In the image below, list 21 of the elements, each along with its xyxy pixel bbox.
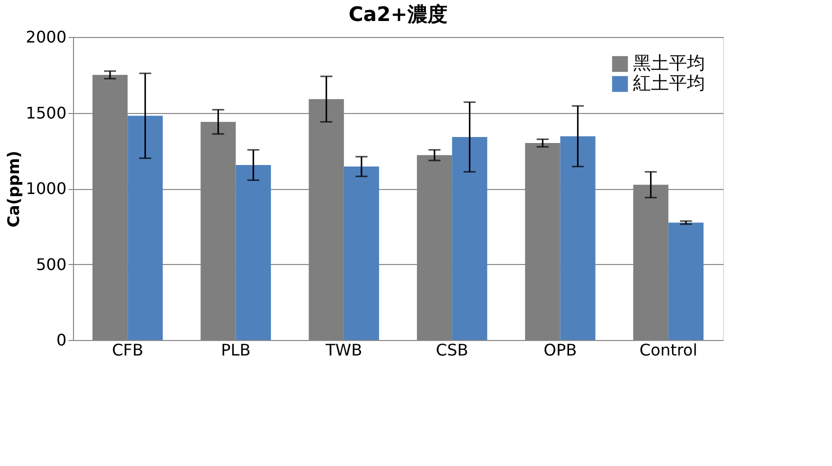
bar: [128, 116, 163, 340]
chart-title: Ca2+濃度: [348, 2, 448, 26]
y-tick-label: 2000: [26, 28, 66, 46]
y-tick-label: 1500: [26, 103, 66, 122]
x-tick-label: CSB: [436, 340, 468, 360]
bar: [452, 136, 488, 340]
y-axis-title: Ca(ppm): [4, 150, 23, 228]
x-tick-label: OPB: [544, 340, 577, 360]
x-tick-label: CFB: [112, 340, 144, 360]
y-tick-label: 500: [36, 254, 66, 274]
bar: [236, 165, 271, 340]
x-tick-label: Control: [639, 340, 698, 360]
y-tick-label: 1000: [26, 179, 66, 198]
bar: [668, 222, 704, 340]
legend-label: 黑土平均: [633, 53, 705, 74]
x-tick-label: TWB: [324, 340, 362, 360]
bar: [344, 166, 380, 340]
bar: [560, 136, 596, 340]
legend-label: 紅土平均: [633, 73, 705, 94]
x-tick-label: PLB: [220, 340, 251, 360]
y-tick-label: 0: [56, 330, 66, 350]
